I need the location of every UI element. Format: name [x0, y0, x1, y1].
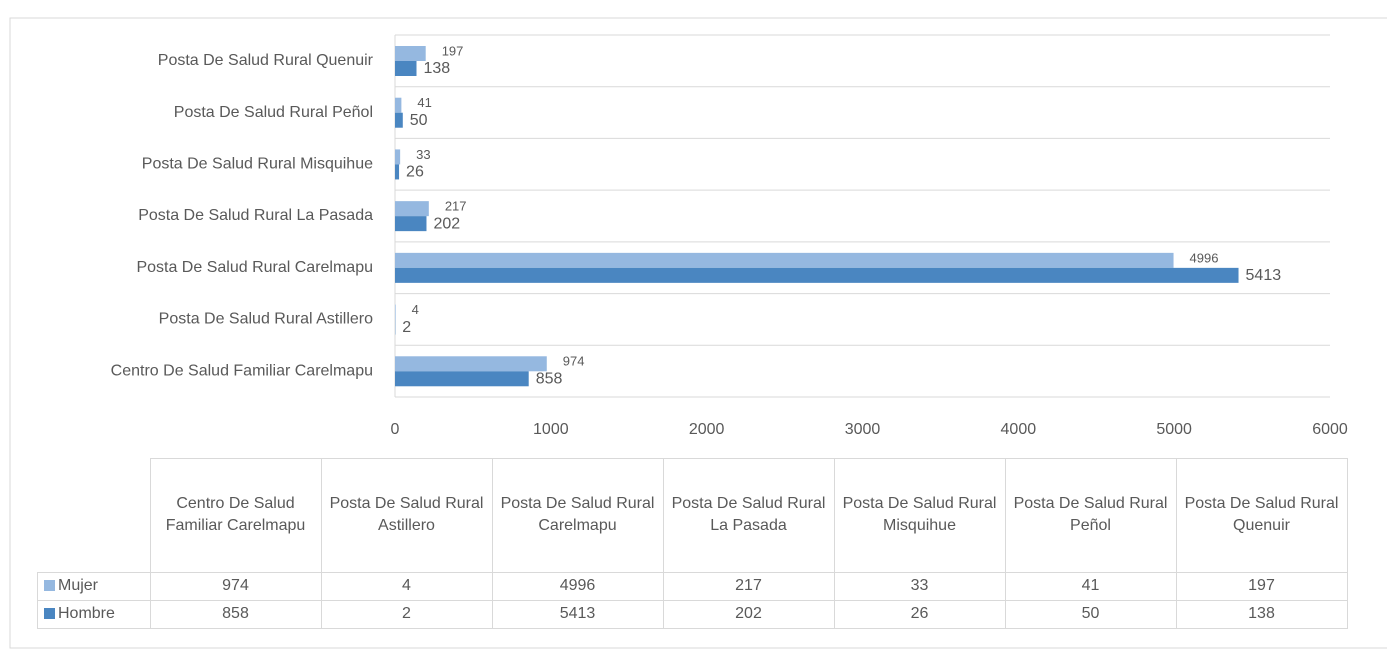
table-cell: 858 — [149, 599, 322, 629]
category-label: Posta De Salud Rural Carelmapu — [136, 259, 373, 276]
table-cell: 4 — [320, 571, 493, 601]
category-label: Centro De Salud Familiar Carelmapu — [111, 362, 373, 379]
table-cell: 217 — [662, 571, 835, 601]
bar — [395, 61, 417, 76]
x-tick-label: 1000 — [533, 421, 569, 438]
x-tick-label: 5000 — [1156, 421, 1192, 438]
table-cell: 33 — [833, 571, 1006, 601]
table-row-label: Hombre — [37, 599, 151, 629]
bar — [395, 46, 426, 61]
data-label: 858 — [536, 371, 563, 388]
x-tick-label: 2000 — [689, 421, 725, 438]
table-header: Posta De Salud Rural Carelmapu — [491, 458, 664, 573]
data-label: 26 — [406, 164, 424, 181]
legend-key — [44, 580, 55, 591]
bar — [395, 164, 400, 180]
table-cell: 197 — [1175, 571, 1348, 601]
table-header: Posta De Salud Rural Misquihue — [833, 458, 1006, 573]
bar — [395, 201, 429, 217]
table-cell: 974 — [149, 571, 322, 601]
bar — [395, 112, 403, 128]
x-tick-label: 6000 — [1312, 421, 1348, 438]
data-label: 197 — [442, 43, 464, 58]
category-label: Posta De Salud Rural La Pasada — [138, 207, 373, 224]
legend-key — [44, 608, 55, 619]
legend-label: Hombre — [58, 605, 115, 622]
x-tick-label: 4000 — [1001, 421, 1037, 438]
table-cell: 202 — [662, 599, 835, 629]
table-header: Centro De Salud Familiar Carelmapu — [149, 458, 322, 573]
legend-label: Mujer — [58, 577, 99, 594]
bar — [395, 149, 401, 165]
bar — [395, 97, 402, 113]
x-tick-label: 3000 — [845, 421, 881, 438]
data-label: 138 — [424, 60, 451, 77]
bar — [395, 304, 396, 320]
table-header: Posta De Salud Rural La Pasada — [662, 458, 835, 573]
category-label: Posta De Salud Rural Peñol — [174, 104, 373, 121]
category-label: Posta De Salud Rural Quenuir — [158, 52, 374, 69]
data-label: 2 — [402, 319, 411, 336]
table-cell: 2 — [320, 599, 493, 629]
data-label: 41 — [417, 95, 431, 110]
table-corner — [37, 458, 151, 573]
table-cell: 50 — [1004, 599, 1177, 629]
table-header: Posta De Salud Rural Astillero — [320, 458, 493, 573]
data-label: 4 — [412, 302, 419, 317]
data-label: 5413 — [1246, 267, 1282, 284]
bar — [395, 216, 427, 232]
data-label: 4996 — [1190, 250, 1219, 265]
data-label: 217 — [445, 199, 467, 214]
table-cell: 138 — [1175, 599, 1348, 629]
data-label: 974 — [563, 354, 585, 369]
category-label: Posta De Salud Rural Astillero — [159, 311, 373, 328]
bar — [395, 356, 547, 372]
table-header: Posta De Salud Rural Quenuir — [1175, 458, 1348, 573]
data-label: 33 — [416, 147, 430, 162]
category-label: Posta De Salud Rural Misquihue — [142, 156, 373, 173]
bar — [395, 252, 1174, 268]
table-header-row: Centro De Salud Familiar Carelmapu Posta … — [37, 458, 1348, 573]
table-header: Posta De Salud Rural Peñol — [1004, 458, 1177, 573]
data-table: Centro De Salud Familiar Carelmapu Posta … — [37, 458, 1348, 629]
x-tick-label: 0 — [391, 421, 400, 438]
table-cell: 41 — [1004, 571, 1177, 601]
table-cell: 4996 — [491, 571, 664, 601]
bar — [395, 267, 1239, 283]
table-cell: 5413 — [491, 599, 664, 629]
table-row-label: Mujer — [37, 571, 151, 601]
table-cell: 26 — [833, 599, 1006, 629]
data-label: 50 — [410, 112, 428, 129]
table-row: Mujer 974 4 4996 217 33 41 197 — [37, 571, 1348, 601]
data-label: 202 — [433, 215, 460, 232]
table-row: Hombre 858 2 5413 202 26 50 138 — [37, 599, 1348, 629]
bar — [395, 371, 529, 387]
chart-frame — [9, 17, 1387, 649]
